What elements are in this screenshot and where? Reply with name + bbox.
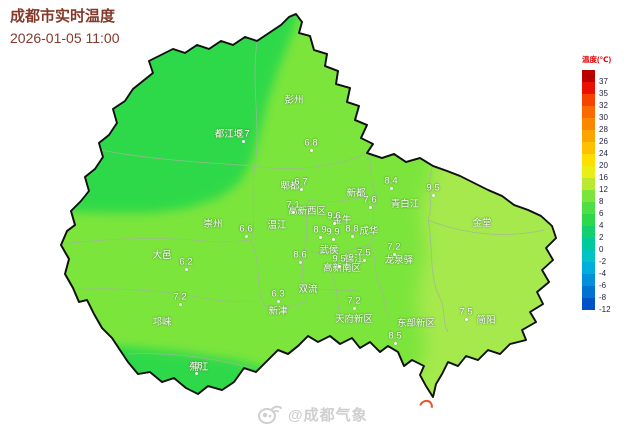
legend-label: 12 [599, 185, 608, 194]
header: 成都市实时温度 2026-01-05 11:00 [10, 8, 120, 47]
legend-label: 37 [599, 77, 608, 86]
legend-label: 6 [599, 209, 604, 218]
legend-row: 8 [582, 190, 638, 206]
watermark-handle: @成都气象 [288, 406, 368, 424]
legend-row: -12 [582, 298, 638, 314]
legend-swatch [582, 250, 595, 262]
legend-label: -2 [599, 257, 607, 266]
legend-row: 4 [582, 214, 638, 230]
legend-label: 24 [599, 149, 608, 158]
legend-title: 温度(℃) [582, 55, 612, 64]
legend-row: 2 [582, 226, 638, 242]
legend-row: -6 [582, 274, 638, 290]
legend-row: 32 [582, 94, 638, 110]
timestamp: 2026-01-05 11:00 [10, 29, 120, 46]
legend-label: 30 [599, 113, 608, 122]
legend-row: 30 [582, 106, 638, 122]
city-outline [60, 13, 557, 398]
legend-label: 16 [599, 173, 608, 182]
legend-label: -4 [599, 269, 607, 278]
page-title: 成都市实时温度 [10, 8, 116, 25]
legend-label: 26 [599, 137, 608, 146]
legend-row: -8 [582, 286, 638, 302]
legend-swatch [582, 262, 595, 274]
legend-row: 35 [582, 82, 638, 98]
district-borders [61, 41, 545, 369]
legend-label: 20 [599, 161, 608, 170]
legend-row: 28 [582, 118, 638, 134]
legend-label: 8 [599, 197, 604, 206]
legend-row: -4 [582, 262, 638, 278]
legend-swatch [582, 142, 595, 154]
legend-swatch [582, 238, 595, 250]
legend-swatch [582, 202, 595, 214]
legend-row: 20 [582, 154, 638, 170]
legend-swatch [582, 190, 595, 202]
temperature-legend: 温度(℃) 37 35 32 30 28 26 24 20 16 12 8 6 4 2 0 -2 -4 -6 -8-… [582, 54, 638, 314]
legend-row: 16 [582, 166, 638, 182]
legend-row: 6 [582, 202, 638, 218]
legend-swatch [582, 130, 595, 142]
legend-swatch [582, 298, 595, 310]
legend-row: 0 [582, 238, 638, 254]
legend-swatch [582, 94, 595, 106]
legend-label: 4 [599, 221, 604, 230]
legend-row: 26 [582, 130, 638, 146]
legend-label: 35 [599, 89, 608, 98]
legend-swatch [582, 286, 595, 298]
legend-swatch [582, 214, 595, 226]
legend-swatch [582, 154, 595, 166]
legend-label: 32 [599, 101, 608, 110]
legend-swatch [582, 118, 595, 130]
legend-rows: 37 35 32 30 28 26 24 20 16 12 8 6 4 2 0 -2 -4 -6 -8 -12 [582, 70, 638, 314]
legend-swatch [582, 70, 595, 82]
legend-label: 28 [599, 125, 608, 134]
legend-row: 12 [582, 178, 638, 194]
weibo-icon [258, 405, 282, 424]
legend-row: 37 [582, 70, 638, 86]
legend-swatch [582, 106, 595, 118]
legend-swatch [582, 166, 595, 178]
legend-label: -6 [599, 281, 607, 290]
legend-swatch [582, 82, 595, 94]
legend-label: 2 [599, 233, 604, 242]
legend-swatch [582, 178, 595, 190]
legend-swatch [582, 226, 595, 238]
legend-label: -8 [599, 293, 607, 302]
legend-row: -2 [582, 250, 638, 266]
legend-swatch [582, 274, 595, 286]
legend-label: 0 [599, 245, 604, 254]
watermark: @成都气象 [256, 403, 368, 425]
legend-label: -12 [599, 305, 611, 314]
legend-row: 24 [582, 142, 638, 158]
